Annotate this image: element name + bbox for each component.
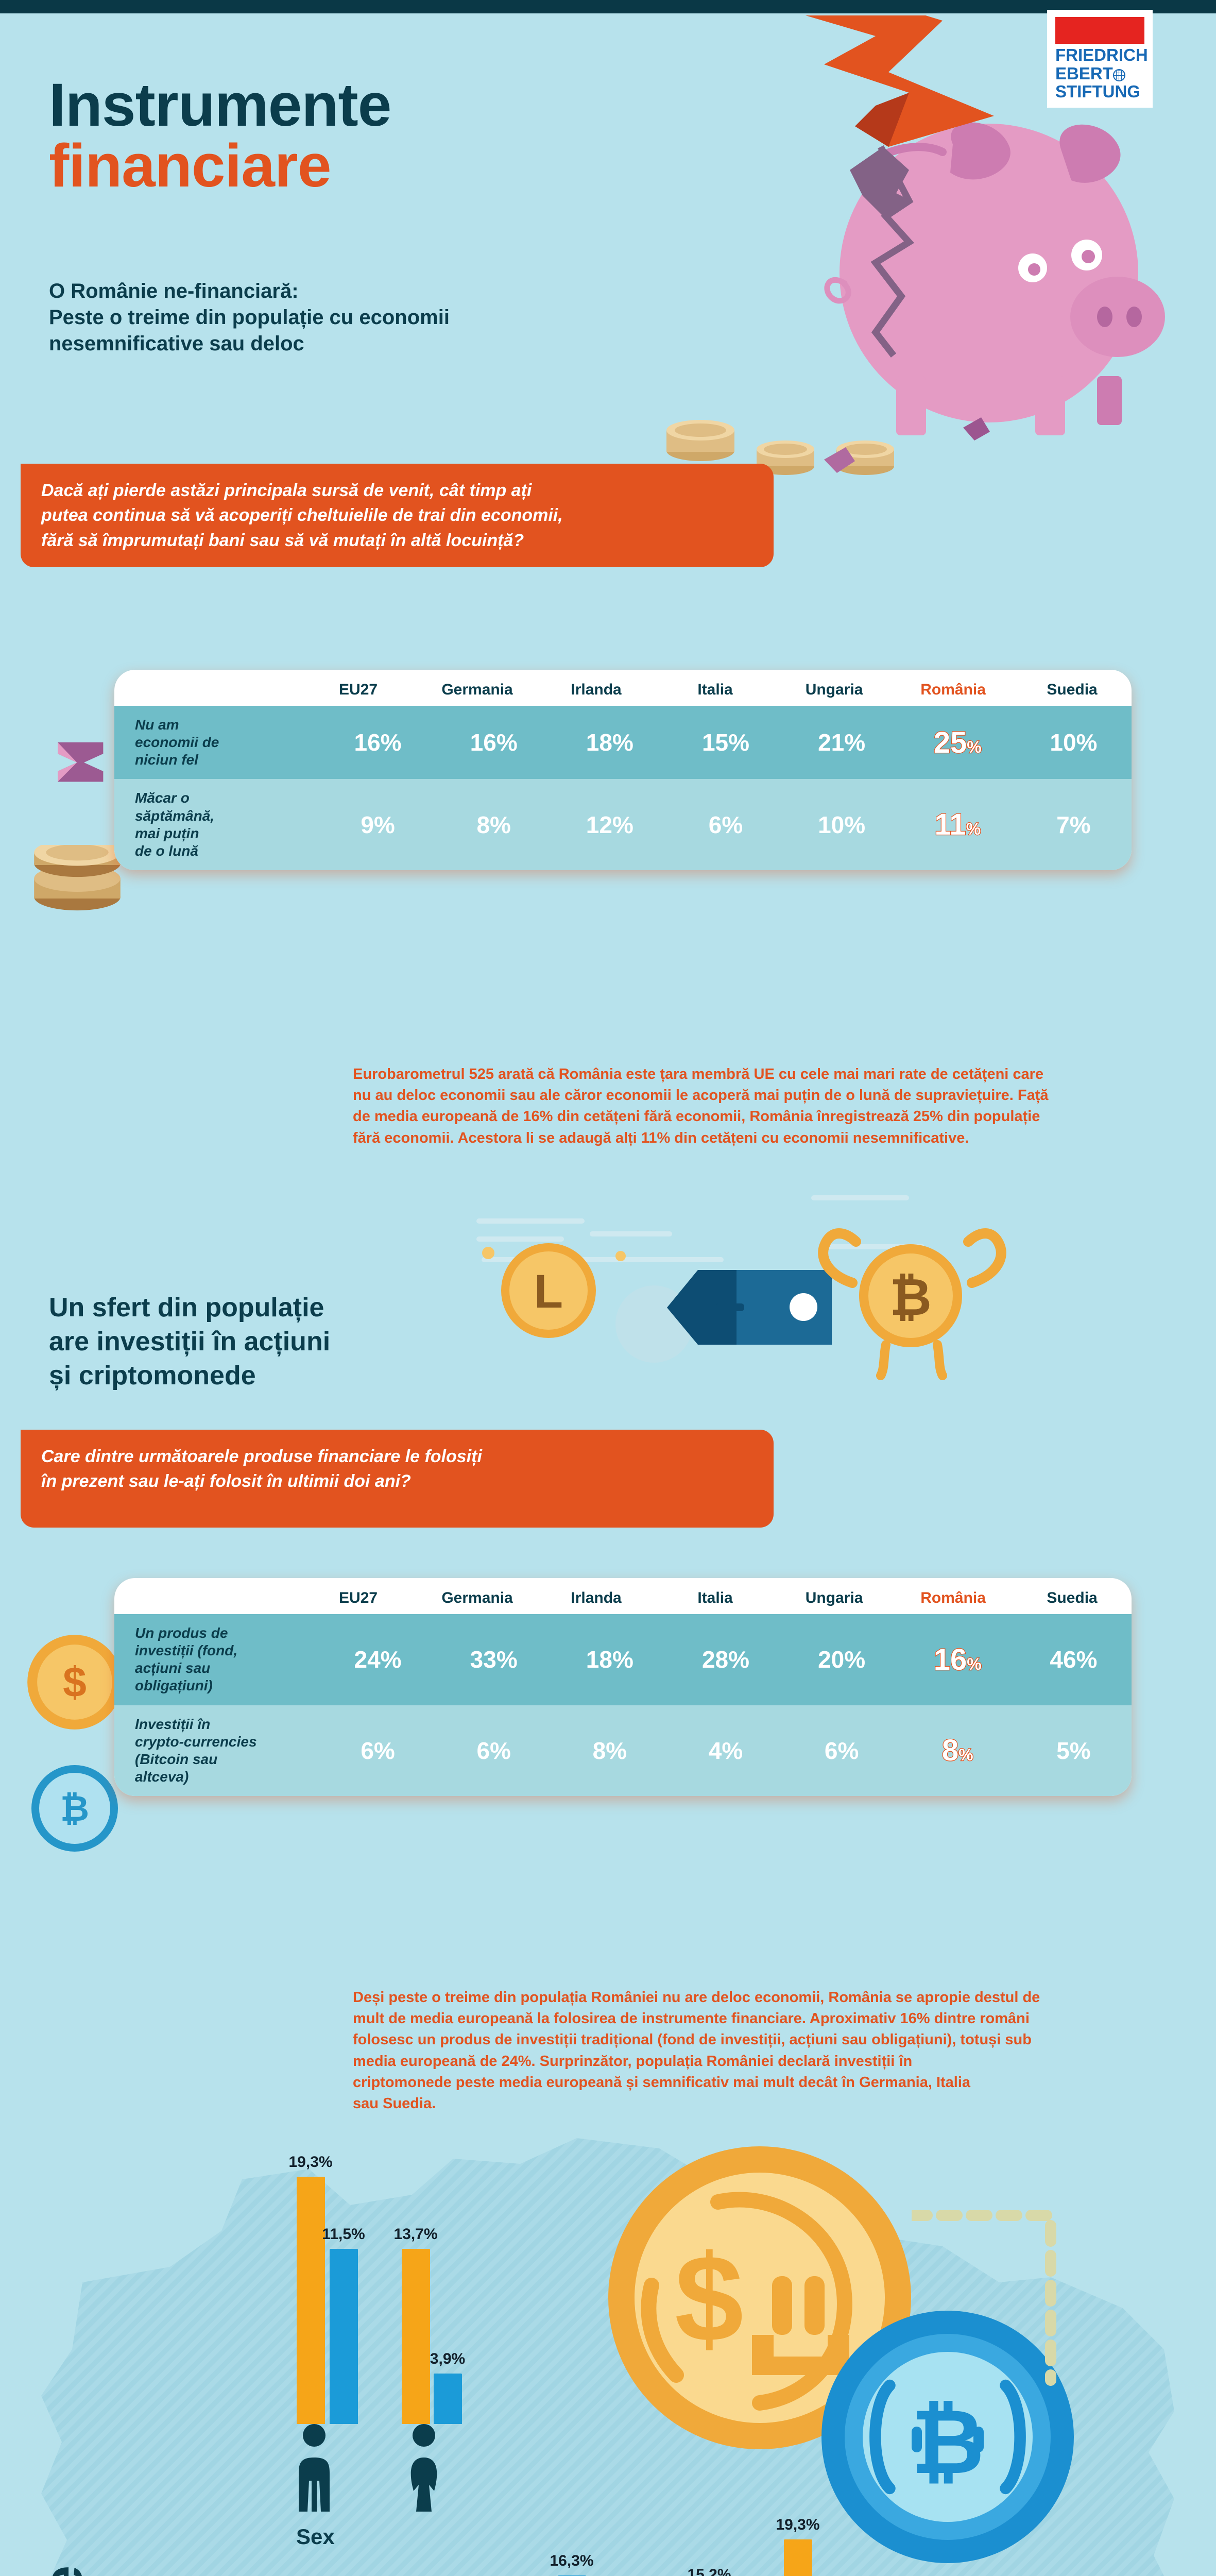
svg-text:L: L bbox=[534, 1265, 563, 1318]
svg-text:₿: ₿ bbox=[911, 2392, 985, 2493]
svg-text:₿: ₿ bbox=[889, 1268, 932, 1326]
svg-text:$: $ bbox=[63, 1659, 87, 1706]
svg-text:$: $ bbox=[675, 2229, 743, 2367]
svg-text:₿: ₿ bbox=[60, 1789, 89, 1828]
